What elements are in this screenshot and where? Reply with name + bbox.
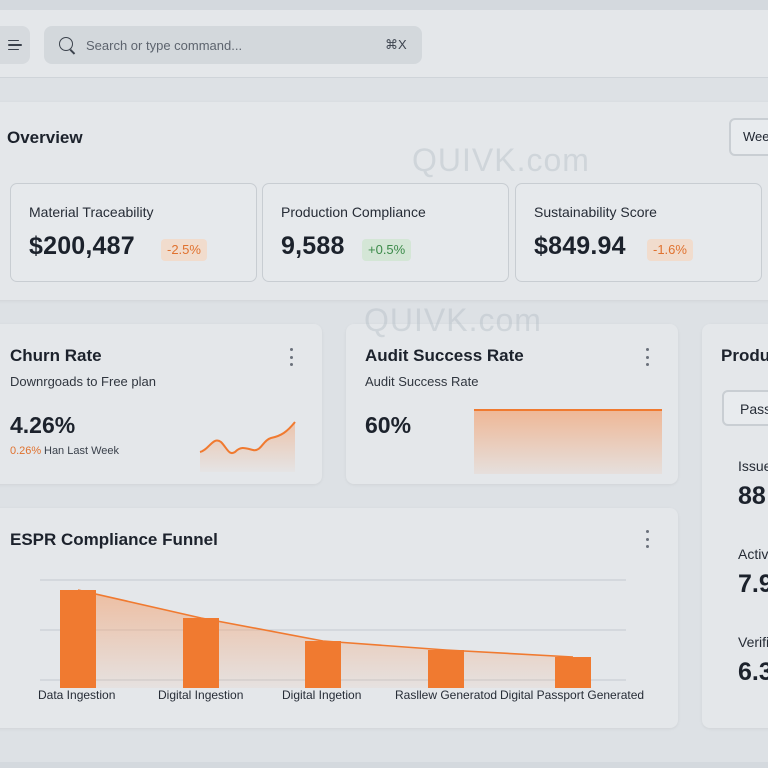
kpi-label: Production Compliance [281,204,426,220]
dashboard-frame: ⌘X Overview Wee Material Traceability $2… [0,10,768,762]
kpi-label: Material Traceability [29,204,154,220]
metric-label: Activ [738,546,768,562]
churn-rate-card: Churn Rate Downrgoads to Free plan 4.26%… [0,324,322,484]
card-value: 4.26% [10,412,76,438]
audit-success-card: Audit Success Rate Audit Success Rate 60… [346,324,678,484]
metric-value: 6.3 [738,658,768,686]
funnel-bar[interactable] [428,650,464,688]
kpi-delta-badge: -1.6% [647,239,693,261]
overview-panel: Overview Wee Material Traceability $200,… [0,102,768,300]
kpi-delta-badge: -2.5% [161,239,207,261]
kpi-value: 9,588 [281,232,345,260]
metric-value: 7.9 [738,570,768,598]
metric-label: Verifi [738,634,768,650]
funnel-category-label: Digital Passport Generated [500,688,645,702]
funnel-bar[interactable] [60,590,96,688]
metric-value: 88 [738,482,766,510]
search-bar[interactable]: ⌘X [44,26,422,64]
funnel-bar[interactable] [305,641,341,688]
card-title: Produ [721,346,768,365]
kpi-value: $200,487 [29,232,135,260]
kpi-value: $849.94 [534,232,626,260]
funnel-category-label: Digital Ingetion [282,688,362,702]
funnel-bar[interactable] [183,618,219,688]
overview-title: Overview [7,128,83,147]
menu-icon [8,39,22,51]
card-value: 60% [365,412,412,438]
card-title: Churn Rate [10,346,102,365]
delta-text: Han Last Week [44,445,120,457]
menu-button[interactable] [0,26,30,64]
card-title: ESPR Compliance Funnel [10,530,218,549]
pass-filter-button[interactable]: Pass [722,390,768,426]
espr-funnel-card: ESPR Compliance Funnel Data Ingestion Dig… [0,508,678,728]
more-icon[interactable] [644,348,650,366]
top-bar: ⌘X [0,10,768,78]
funnel-category-label: Data Ingestion [38,688,116,702]
kpi-card-sustainability-score[interactable]: Sustainability Score $849.94 -1.6% [515,183,762,282]
search-icon [59,37,73,51]
card-subtitle: Audit Success Rate [365,374,479,389]
funnel-chart [40,579,626,688]
kpi-label: Sustainability Score [534,204,657,220]
delta-percent: 0.26% [10,445,42,457]
watermark: QUIVK.com [364,302,542,338]
card-subtitle: Downrgoads to Free plan [10,374,156,389]
audit-area-chart [474,409,662,474]
funnel-category-label: Rasllew Generatod [395,688,498,702]
more-icon[interactable] [288,348,294,366]
funnel-category-label: Digital Ingestion [158,688,244,702]
kpi-card-production-compliance[interactable]: Production Compliance 9,588 +0.5% [262,183,509,282]
metric-label: Issue [738,458,768,474]
search-input[interactable] [86,35,346,55]
churn-sparkline [199,421,296,472]
shortcut-hint: ⌘X [385,37,407,52]
more-icon[interactable] [644,530,650,548]
kpi-delta-badge: +0.5% [362,239,412,261]
period-select-button[interactable]: Wee [729,118,768,156]
kpi-card-material-traceability[interactable]: Material Traceability $200,487 -2.5% [10,183,257,282]
card-title: Audit Success Rate [365,346,524,365]
product-passport-card: Produ Pass Issue 88 Activ 7.9 Verifi 6.3 [702,324,768,728]
watermark: QUIVK.com [412,142,590,178]
funnel-bar[interactable] [555,657,591,688]
